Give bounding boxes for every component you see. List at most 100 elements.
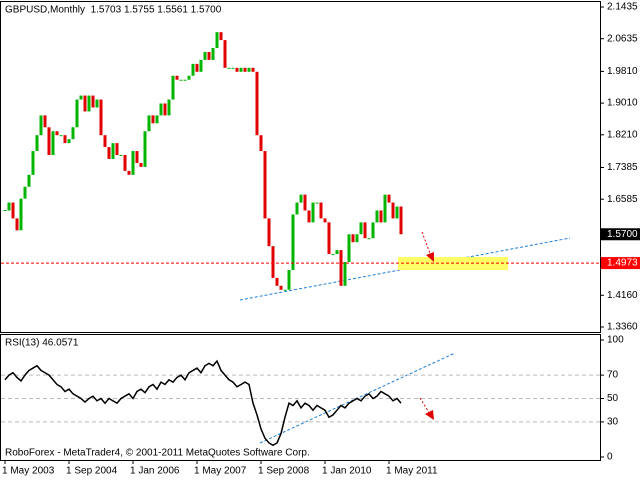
candle (179, 79, 183, 81)
candle (363, 222, 367, 239)
level-label: 1.4973 (607, 258, 638, 269)
x-tick-label: 1 May 2003 (2, 466, 55, 477)
candle (171, 75, 175, 100)
candle (51, 131, 55, 156)
candle (359, 222, 363, 235)
candle (103, 135, 107, 148)
candle (131, 151, 135, 175)
chart-title: GBPUSD,Monthly 1.5703 1.5755 1.5561 1.57… (5, 5, 222, 16)
candle (55, 131, 59, 136)
candle (167, 99, 171, 116)
candle (59, 135, 63, 137)
price-label-box (601, 228, 640, 241)
y-tick-label: 30 (607, 417, 619, 428)
candle (255, 71, 259, 136)
x-tick-label: 1 Jan 2010 (322, 466, 372, 477)
x-tick-label: 1 May 2007 (194, 466, 247, 477)
candle (147, 115, 151, 132)
candle (143, 131, 147, 167)
candle (67, 139, 71, 144)
candle (7, 202, 11, 211)
y-tick-label: 2.0635 (607, 33, 638, 44)
y-tick-label: 1.7385 (607, 162, 638, 173)
candle (279, 285, 283, 290)
candle (203, 51, 207, 60)
candle (287, 269, 291, 290)
candle (315, 202, 319, 204)
candle (399, 206, 403, 235)
arrow-head (426, 252, 434, 262)
y-tick-label: 1.4160 (607, 290, 638, 301)
candle (15, 218, 19, 231)
candle (11, 202, 15, 219)
candle (35, 135, 39, 152)
candle (307, 210, 311, 223)
candle (231, 67, 235, 69)
candle (187, 75, 191, 80)
candle (395, 206, 399, 219)
candle (267, 218, 271, 247)
arrow-head (425, 410, 434, 420)
candle (91, 95, 95, 108)
x-tick-label: 1 Sep 2008 (258, 466, 310, 477)
candle (119, 155, 123, 157)
candle (271, 246, 275, 278)
candle (199, 59, 203, 72)
candle (379, 210, 383, 223)
arrow (421, 231, 432, 257)
candle (211, 48, 215, 60)
candle (347, 234, 351, 263)
y-tick-label: 100 (607, 335, 624, 346)
candle (135, 151, 139, 163)
candle (331, 254, 335, 256)
candle (47, 127, 51, 156)
candle (291, 214, 295, 270)
candle (71, 127, 75, 140)
candle (295, 202, 299, 215)
candle (95, 99, 99, 108)
candle (371, 222, 375, 239)
candle (183, 79, 187, 81)
candle (79, 95, 83, 100)
y-tick-label: 1.9810 (607, 66, 638, 77)
candle (263, 151, 267, 219)
candle (87, 95, 91, 112)
candle (163, 103, 167, 116)
candle (335, 250, 339, 255)
candle (299, 194, 303, 203)
x-tick-label: 1 Jan 2006 (130, 466, 180, 477)
candle (195, 63, 199, 72)
candle (159, 103, 163, 116)
candle (219, 32, 223, 41)
candle (351, 234, 355, 243)
candle (339, 250, 343, 286)
level-label-box (601, 257, 640, 270)
y-tick-label: 1.6585 (607, 194, 638, 205)
candle (223, 40, 227, 68)
candle (107, 147, 111, 159)
candle (383, 194, 387, 223)
candle (139, 162, 143, 167)
candle (243, 67, 247, 72)
candle (115, 143, 119, 156)
x-tick-label: 1 May 2011 (386, 466, 438, 477)
candle (127, 170, 131, 175)
candle (111, 143, 115, 159)
candle (343, 262, 347, 286)
candle (247, 67, 251, 72)
candle (151, 115, 155, 124)
candle (235, 67, 239, 72)
candle (155, 115, 159, 124)
candle (123, 155, 127, 171)
candle (283, 289, 287, 291)
price-label: 1.5700 (607, 229, 638, 240)
candle (311, 202, 315, 223)
y-tick-label: 1.3360 (607, 322, 638, 333)
y-tick-label: 0 (607, 452, 613, 463)
candle (319, 202, 323, 219)
candle (387, 194, 391, 203)
candle (275, 277, 279, 286)
candle (259, 135, 263, 152)
